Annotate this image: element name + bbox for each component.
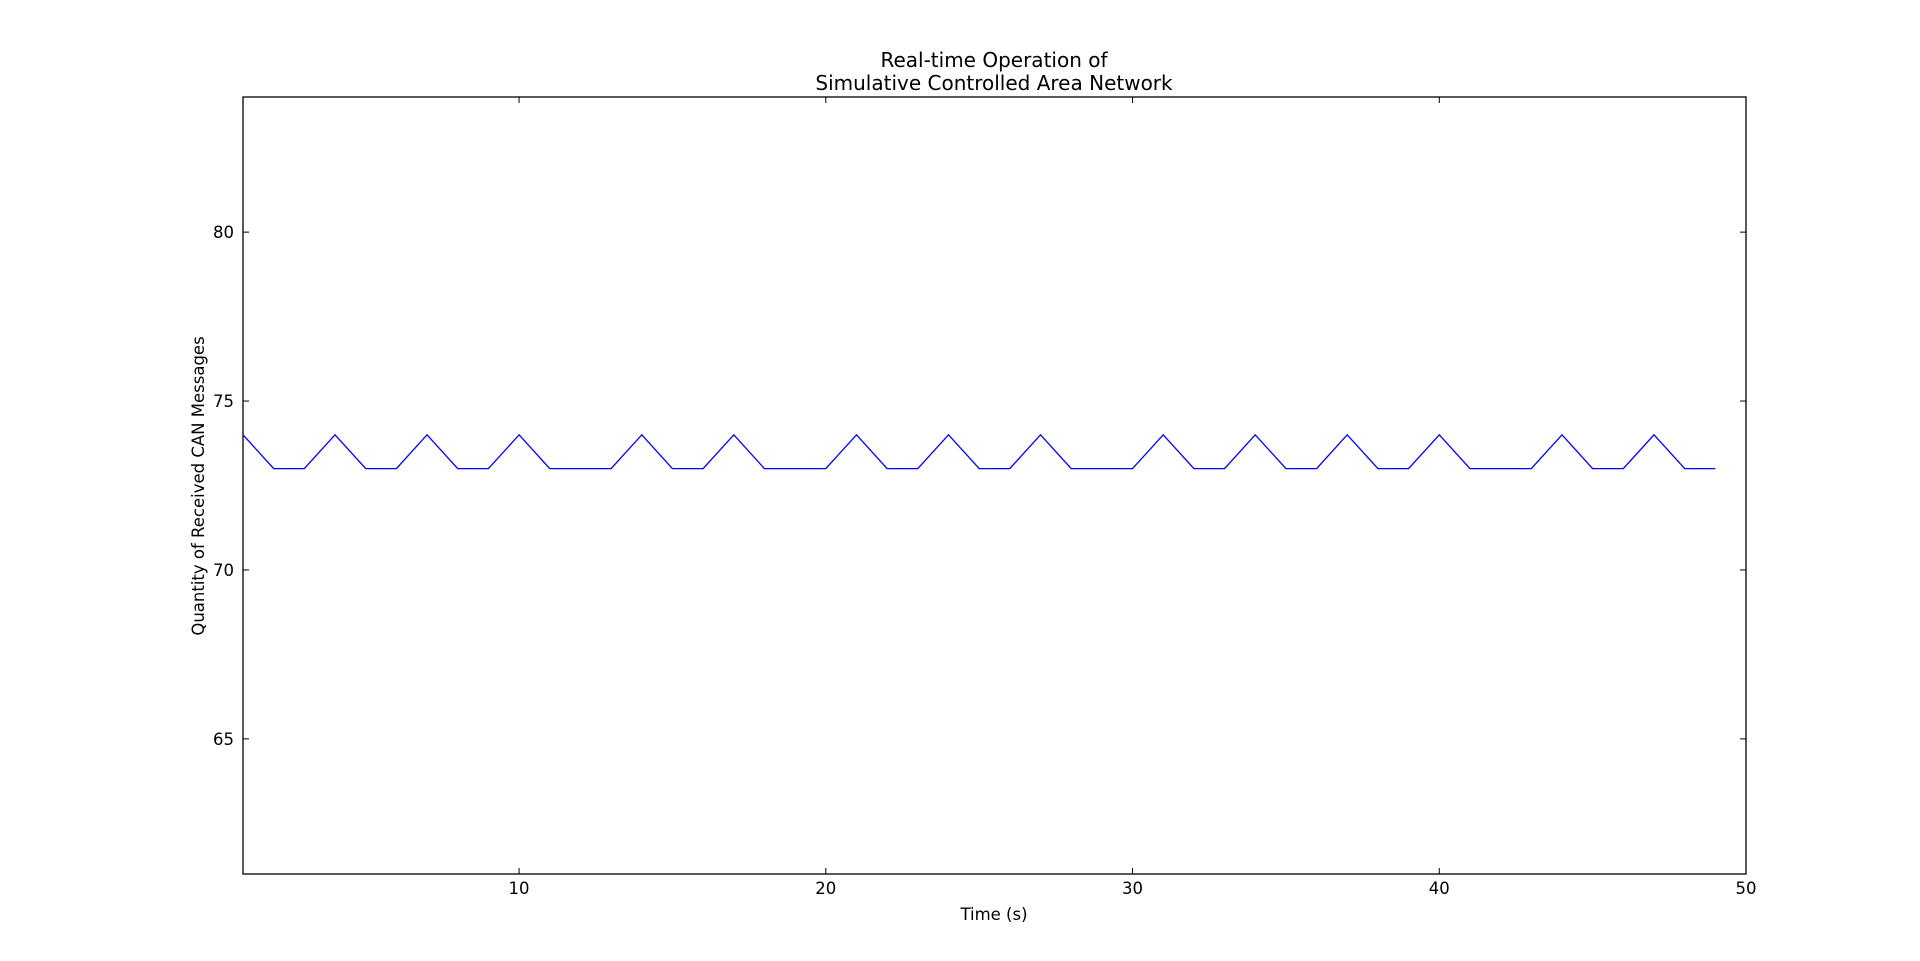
x-tick-label: 40 [1429, 879, 1450, 898]
y-tick-label: 75 [213, 392, 234, 411]
chart-title-line-1: Real-time Operation of [880, 48, 1108, 72]
x-tick-label: 10 [509, 879, 530, 898]
y-axis-ticks: 65 70 75 80 [213, 223, 1746, 749]
y-axis-label: Quantity of Received CAN Messages [189, 336, 208, 635]
x-tick-label: 20 [815, 879, 836, 898]
series-layer [242, 433, 1716, 470]
chart-title-line-2: Simulative Controlled Area Network [815, 71, 1173, 95]
x-axis-ticks: 10 20 30 40 50 [509, 97, 1757, 898]
series-line [242, 433, 1716, 470]
chart-title: Real-time Operation of Simulative Contro… [815, 48, 1173, 95]
x-axis-label: Time (s) [959, 905, 1027, 924]
y-tick-label: 70 [213, 561, 234, 580]
x-tick-label: 50 [1736, 879, 1757, 898]
y-tick-label: 65 [213, 730, 234, 749]
y-tick-label: 80 [213, 223, 234, 242]
plot-area [242, 96, 1747, 875]
x-tick-label: 30 [1122, 879, 1143, 898]
